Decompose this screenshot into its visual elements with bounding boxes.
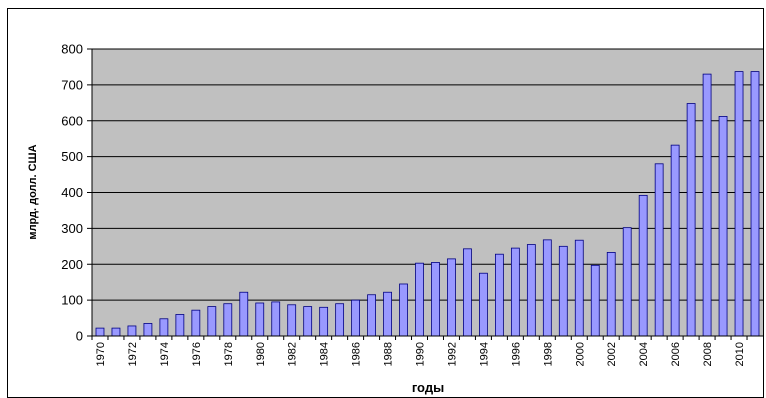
bar-1986 [351,299,361,337]
x-tick-label: 1992 [446,342,458,366]
bar-1983 [303,306,313,337]
y-tick-label: 500 [61,149,83,164]
bar-1976 [191,309,201,337]
bar-1987 [367,294,376,337]
x-tick-label: 1984 [319,342,331,366]
bar-1973 [143,323,153,337]
bar-1990 [415,262,424,337]
bar-2007 [686,103,696,337]
x-tick-label: 1976 [191,342,203,366]
x-tick-label: 1998 [542,342,554,366]
bar-1985 [335,303,345,337]
bar-1991 [431,262,440,337]
bar-1982 [287,304,297,337]
bar-1988 [383,291,392,337]
bar-1972 [127,325,137,337]
y-tick-label: 700 [61,77,83,92]
x-tick-label: 2008 [702,342,714,366]
bar-1999 [558,245,568,337]
bar-2004 [638,194,648,337]
x-tick-label: 1970 [95,342,107,366]
x-axis-ticks: 1970 1972 1974 1976 1978 1980 1982 1984 1986 1988… [91,336,748,366]
bar-2005 [654,163,664,337]
y-axis-title: млрд. долл. США [27,144,39,239]
x-tick-label: 1988 [383,342,395,366]
bar-2008 [702,73,712,337]
x-tick-label: 1986 [351,342,363,366]
y-axis-ticks: 0 100 200 300 400 500 600 700 800 [61,42,92,344]
x-tick-label: 1990 [415,342,427,366]
x-tick-label: 1996 [510,342,522,366]
bar-1992 [447,258,456,337]
y-tick-label: 100 [61,293,83,308]
bar-2003 [622,227,632,337]
y-tick-label: 300 [61,221,83,236]
x-tick-label: 1980 [255,342,267,366]
bar-1997 [526,244,536,337]
x-tick-label: 2006 [670,342,682,366]
bar-2009 [718,116,728,337]
bar-1994 [479,272,488,337]
x-tick-label: 2004 [638,342,650,366]
x-tick-label: 1978 [223,342,235,366]
bar-1995 [494,253,504,337]
x-tick-label: 2000 [574,342,586,366]
x-tick-label: 2010 [734,342,746,366]
bar-1989 [399,283,408,337]
bar-2010 [734,71,744,337]
y-tick-label: 0 [76,329,83,344]
y-tick-label: 400 [61,185,83,200]
bar-2002 [606,252,616,337]
bar-1978 [223,303,233,337]
x-tick-label: 1974 [159,342,171,366]
bar-1996 [510,247,520,337]
y-tick-label: 600 [61,113,83,128]
x-tick-label: 1982 [287,342,299,366]
bar-2006 [670,144,680,337]
y-tick-label: 200 [61,257,83,272]
bar-1975 [175,314,185,337]
x-tick-label: 2002 [606,342,618,366]
bar-2000 [574,239,584,337]
bar-2011 [750,71,760,337]
bar-1970 [95,327,105,337]
bar-1979 [239,291,249,337]
bars [95,71,760,337]
bar-1981 [271,301,281,337]
bar-1984 [319,306,329,337]
bar-1971 [111,327,121,337]
bar-2001 [590,264,600,337]
x-tick-label: 1972 [127,342,139,366]
bar-1980 [255,302,265,337]
gridlines [92,48,763,301]
x-tick-label: 1994 [478,342,490,366]
bar-1974 [159,318,169,337]
y-tick-label: 800 [61,42,83,57]
bar-1998 [542,239,552,337]
bar-1977 [207,306,217,337]
x-axis-title: годы [412,380,444,395]
bar-1993 [463,248,472,337]
